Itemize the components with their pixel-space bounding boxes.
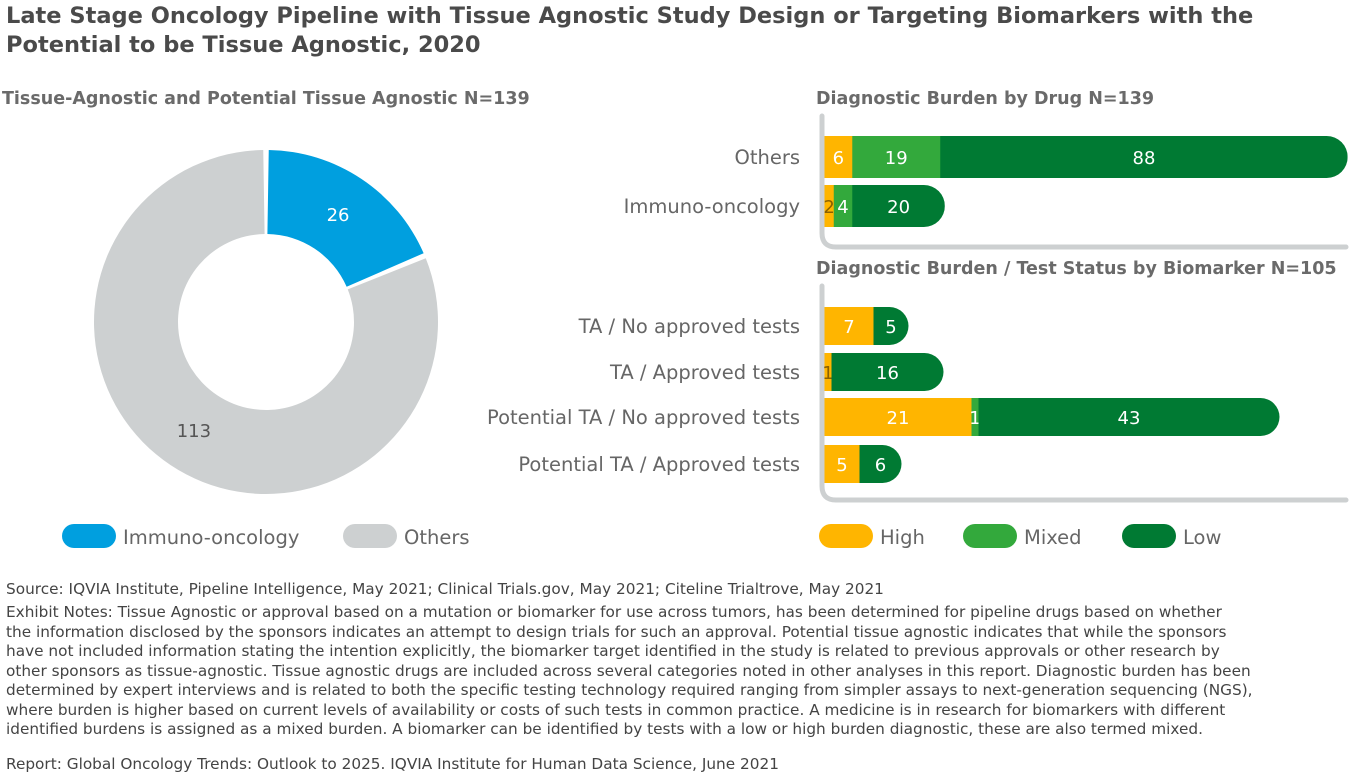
exhibit-notes-line: Exhibit Notes: Tissue Agnostic or approv… bbox=[6, 603, 1222, 621]
exhibit-notes-line: have not included information stating th… bbox=[6, 642, 1220, 660]
bar-value-label: 6 bbox=[875, 455, 886, 476]
exhibit-notes-line: where burden is higher based on current … bbox=[6, 700, 1226, 719]
category-label: Immuno-oncology bbox=[624, 195, 800, 218]
report-citation: Report: Global Oncology Trends: Outlook … bbox=[6, 755, 779, 773]
bar-segment-high bbox=[824, 136, 853, 178]
legend-swatch-mixed bbox=[963, 524, 1017, 548]
bar-segment-high bbox=[824, 398, 972, 436]
bar-value-label: 16 bbox=[876, 363, 899, 384]
legend-label: Mixed bbox=[1024, 526, 1082, 549]
bar-value-label: 5 bbox=[836, 455, 847, 476]
bar-segment-high bbox=[824, 353, 832, 391]
donut-slice-immuno-oncology bbox=[267, 150, 424, 287]
chart-axis bbox=[819, 283, 1349, 503]
legend-label: Low bbox=[1183, 526, 1221, 549]
exhibit-notes-line: determined by expert interviews and is r… bbox=[6, 681, 1253, 699]
category-label: Potential TA / Approved tests bbox=[518, 453, 800, 476]
donut-chart-title: Tissue-Agnostic and Potential Tissue Agn… bbox=[2, 89, 530, 109]
bar-segment-low bbox=[978, 398, 1280, 436]
category-label: Potential TA / No approved tests bbox=[487, 406, 800, 429]
legend-label: Immuno-oncology bbox=[123, 526, 299, 549]
bar-value-label: 7 bbox=[843, 317, 854, 338]
bar-value-label: 5 bbox=[885, 317, 896, 338]
donut-slice-label: 26 bbox=[327, 205, 350, 226]
legend-label: High bbox=[880, 526, 925, 549]
exhibit-notes-line: other sponsors as tissue-agnostic. Tissu… bbox=[6, 661, 1251, 680]
legend-swatch-high bbox=[819, 524, 873, 548]
chart-axis bbox=[819, 113, 1349, 250]
bar-segment-low bbox=[852, 185, 945, 227]
exhibit-notes: Exhibit Notes: Tissue Agnostic or approv… bbox=[6, 603, 1253, 740]
bar-segment-high bbox=[824, 307, 874, 345]
category-label: Others bbox=[734, 146, 800, 169]
bar-segment-low bbox=[859, 445, 902, 483]
exhibit-notes-line: identified burdens is assigned as a mixe… bbox=[6, 720, 1203, 738]
page-title: Late Stage Oncology Pipeline with Tissue… bbox=[6, 3, 1254, 58]
bar-segment-low bbox=[940, 136, 1348, 178]
bar-value-label: 2 bbox=[823, 197, 834, 218]
category-label: TA / Approved tests bbox=[609, 361, 800, 384]
bar-segment-mixed bbox=[852, 136, 941, 178]
donut-slice-others bbox=[93, 150, 438, 494]
bar-value-label: 19 bbox=[885, 148, 908, 169]
bar-value-label: 1 bbox=[822, 363, 833, 384]
bar-segment-mixed bbox=[833, 185, 853, 227]
bar-value-label: 88 bbox=[1133, 148, 1156, 169]
bar-segment-low bbox=[831, 353, 944, 391]
bar-segment-mixed bbox=[971, 398, 979, 436]
bar-segment-low bbox=[873, 307, 909, 345]
bar-value-label: 6 bbox=[833, 148, 844, 169]
source-note: Source: IQVIA Institute, Pipeline Intell… bbox=[6, 580, 884, 598]
bar-value-label: 20 bbox=[887, 197, 910, 218]
exhibit-notes-line: the information disclosed by the sponsor… bbox=[6, 622, 1227, 641]
legend-swatch-others bbox=[343, 524, 397, 548]
legend-label: Others bbox=[404, 526, 470, 549]
donut-slice-label: 113 bbox=[177, 421, 211, 442]
drug-burden-chart-title: Diagnostic Burden by Drug N=139 bbox=[816, 89, 1155, 109]
legend-swatch-immuno-oncology bbox=[62, 524, 116, 548]
category-label: TA / No approved tests bbox=[578, 315, 800, 338]
legend-swatch-low bbox=[1122, 524, 1176, 548]
bar-segment-high bbox=[824, 445, 860, 483]
bar-value-label: 1 bbox=[969, 408, 980, 429]
bar-value-label: 4 bbox=[837, 197, 848, 218]
bar-value-label: 43 bbox=[1118, 408, 1141, 429]
bar-value-label: 21 bbox=[887, 408, 910, 429]
bar-segment-high bbox=[824, 185, 835, 227]
biomarker-burden-chart-title: Diagnostic Burden / Test Status by Bioma… bbox=[816, 259, 1337, 279]
